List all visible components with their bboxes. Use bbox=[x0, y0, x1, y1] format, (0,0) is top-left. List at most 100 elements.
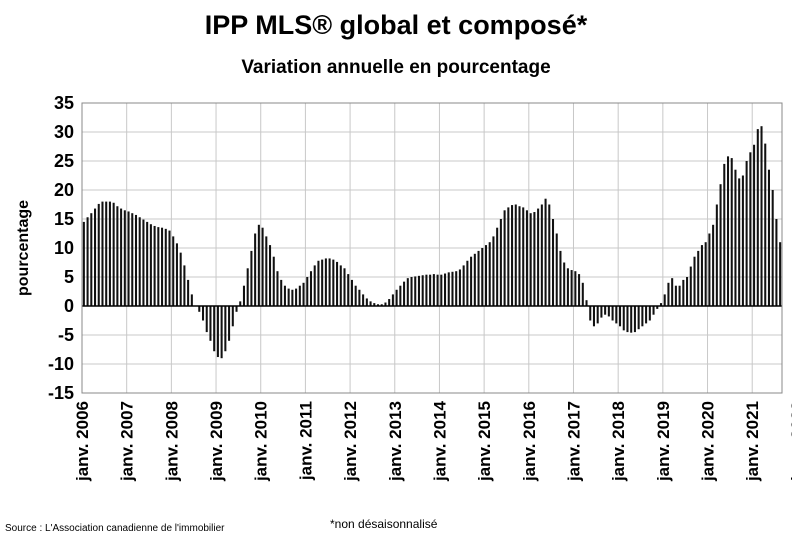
bar bbox=[235, 306, 238, 312]
bar bbox=[417, 275, 420, 306]
bar bbox=[395, 289, 398, 306]
bar bbox=[723, 163, 726, 306]
bar bbox=[704, 242, 707, 306]
bar bbox=[726, 156, 730, 306]
bar bbox=[656, 306, 659, 309]
bar bbox=[592, 306, 595, 327]
bar bbox=[730, 158, 733, 306]
bar bbox=[753, 144, 756, 306]
bar bbox=[630, 306, 633, 333]
y-tick-label: 10 bbox=[54, 238, 74, 258]
bar bbox=[779, 242, 782, 306]
x-tick-label: janv. 2016 bbox=[520, 401, 539, 482]
y-tick-label: -15 bbox=[48, 383, 74, 403]
bar bbox=[596, 306, 599, 324]
bar bbox=[380, 304, 383, 306]
bar bbox=[451, 271, 454, 306]
bar bbox=[399, 285, 402, 306]
bar bbox=[291, 289, 294, 306]
bar bbox=[566, 268, 569, 306]
bar bbox=[719, 184, 722, 306]
bar bbox=[470, 256, 473, 306]
bar bbox=[164, 228, 167, 306]
bar bbox=[611, 306, 614, 321]
bar bbox=[347, 274, 350, 306]
bar bbox=[637, 306, 640, 330]
y-tick-label: 35 bbox=[54, 93, 74, 113]
bar bbox=[391, 294, 394, 306]
bar bbox=[324, 258, 327, 306]
bar bbox=[667, 282, 670, 306]
bar bbox=[216, 306, 219, 358]
bar bbox=[201, 306, 205, 321]
bar bbox=[511, 205, 514, 306]
bar bbox=[127, 211, 130, 306]
x-tick-label: janv. 2014 bbox=[430, 400, 449, 482]
bar bbox=[615, 306, 618, 324]
bar bbox=[700, 245, 703, 306]
bar bbox=[138, 217, 141, 306]
bar bbox=[749, 152, 752, 306]
bar bbox=[697, 250, 700, 306]
bar bbox=[745, 161, 748, 306]
bar bbox=[250, 250, 253, 306]
bar bbox=[678, 285, 681, 306]
bar bbox=[317, 260, 320, 306]
bar bbox=[574, 271, 577, 306]
bar bbox=[421, 275, 424, 306]
bar bbox=[756, 129, 759, 306]
bar bbox=[254, 233, 257, 306]
bar bbox=[671, 278, 674, 306]
bar bbox=[444, 273, 447, 306]
plot-frame bbox=[81, 102, 783, 394]
bar bbox=[641, 306, 644, 327]
bar bbox=[686, 277, 689, 306]
bar bbox=[447, 272, 450, 306]
bar bbox=[760, 126, 763, 306]
bar bbox=[231, 306, 234, 327]
bar bbox=[619, 306, 622, 327]
bar bbox=[648, 306, 651, 321]
bar bbox=[458, 269, 461, 306]
bar bbox=[518, 206, 521, 306]
bar bbox=[473, 253, 476, 306]
bar bbox=[488, 242, 491, 306]
bar bbox=[369, 301, 372, 306]
bar bbox=[693, 256, 696, 306]
bar bbox=[321, 259, 324, 306]
bar bbox=[484, 245, 488, 306]
x-tick-label: janv. 2006 bbox=[73, 401, 92, 482]
bar bbox=[94, 208, 97, 306]
bar bbox=[261, 227, 264, 306]
bar bbox=[440, 274, 443, 306]
bar bbox=[659, 303, 663, 306]
bar bbox=[295, 288, 298, 306]
bar bbox=[332, 259, 335, 306]
bar bbox=[738, 178, 741, 306]
bar bbox=[239, 301, 242, 306]
bar bbox=[388, 299, 391, 306]
bar bbox=[563, 262, 566, 306]
bar bbox=[604, 306, 607, 315]
x-tick-label: janv. 2019 bbox=[654, 401, 673, 482]
chart-title: IPP MLS® global et composé* bbox=[204, 10, 588, 40]
bar bbox=[559, 250, 562, 306]
bar bbox=[581, 282, 584, 306]
y-tick-label: 20 bbox=[54, 180, 74, 200]
y-tick-label: 0 bbox=[64, 296, 74, 316]
footnote: *non désaisonnalisé bbox=[330, 517, 438, 531]
bar bbox=[97, 203, 100, 306]
bar bbox=[328, 258, 331, 306]
y-axis-label: pourcentage bbox=[15, 200, 32, 296]
bar bbox=[436, 274, 439, 306]
bar bbox=[179, 252, 182, 306]
y-tick-label: 25 bbox=[54, 151, 74, 171]
bar bbox=[503, 210, 506, 306]
bar bbox=[533, 212, 536, 306]
bar bbox=[120, 208, 123, 306]
bar bbox=[406, 278, 409, 306]
bar bbox=[764, 143, 767, 306]
bar bbox=[477, 250, 480, 306]
x-tick-label: janv. 2010 bbox=[252, 401, 271, 482]
